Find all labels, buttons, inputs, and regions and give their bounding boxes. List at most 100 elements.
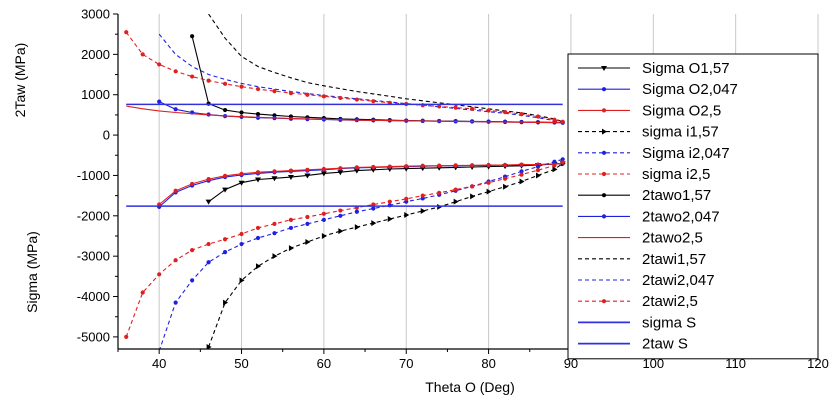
series-2tawi2-047 bbox=[158, 33, 563, 123]
data-point bbox=[255, 225, 261, 231]
legend-item: 2tawi1,57 bbox=[578, 251, 706, 268]
y-tick-label: -2000 bbox=[77, 208, 110, 223]
legend-item: 2tawo2,047 bbox=[578, 208, 720, 225]
data-point bbox=[321, 211, 326, 216]
data-point bbox=[437, 203, 443, 210]
data-point bbox=[222, 81, 228, 86]
legend-marker bbox=[602, 128, 607, 135]
data-point bbox=[420, 193, 425, 198]
series-line bbox=[158, 33, 563, 123]
data-point bbox=[271, 176, 278, 182]
data-point bbox=[519, 178, 525, 185]
series-sigma-i2-5 bbox=[124, 160, 565, 339]
series-2tawo1-57 bbox=[190, 34, 565, 125]
legend-marker bbox=[601, 150, 607, 155]
data-point bbox=[387, 199, 392, 204]
data-point bbox=[206, 343, 212, 349]
series-line bbox=[158, 162, 563, 205]
data-point bbox=[173, 300, 178, 305]
data-point bbox=[371, 99, 376, 104]
data-point bbox=[560, 119, 565, 124]
series-line bbox=[208, 162, 564, 348]
legend-item: sigma i2,5 bbox=[578, 166, 710, 183]
series-line bbox=[208, 14, 563, 123]
data-point bbox=[255, 170, 261, 175]
legend-label: 2tawo1,57 bbox=[642, 187, 711, 204]
data-point bbox=[354, 165, 359, 170]
data-point bbox=[371, 164, 376, 170]
data-point bbox=[305, 214, 310, 220]
legend-label: 2taw S bbox=[642, 336, 688, 353]
data-point bbox=[190, 34, 195, 39]
data-point bbox=[190, 248, 195, 253]
data-point bbox=[535, 168, 541, 173]
data-point bbox=[288, 217, 294, 222]
data-point bbox=[470, 184, 475, 189]
data-point bbox=[321, 94, 326, 99]
series-line bbox=[159, 158, 563, 349]
data-point bbox=[519, 172, 524, 177]
x-tick-label: 120 bbox=[807, 356, 829, 371]
data-point bbox=[320, 171, 327, 177]
data-point bbox=[535, 164, 541, 169]
data-point bbox=[420, 207, 426, 214]
data-point bbox=[338, 228, 344, 235]
series-sigma-o1-57 bbox=[205, 161, 566, 205]
data-point bbox=[157, 272, 162, 277]
data-point bbox=[272, 169, 277, 174]
series-2tawo2-5 bbox=[126, 105, 563, 124]
data-point bbox=[552, 159, 557, 164]
data-point bbox=[305, 92, 310, 97]
legend-marker bbox=[601, 214, 607, 219]
legend-label: sigma S bbox=[642, 314, 696, 331]
legend-item: Sigma O1,57 bbox=[578, 60, 730, 77]
data-point bbox=[205, 199, 212, 205]
legend-box bbox=[567, 53, 819, 360]
data-point bbox=[486, 188, 492, 195]
series-line bbox=[125, 31, 563, 123]
data-point bbox=[437, 104, 442, 109]
data-point bbox=[239, 84, 244, 89]
data-point bbox=[272, 88, 277, 94]
data-point bbox=[173, 107, 178, 112]
data-point bbox=[288, 245, 294, 252]
x-tick-label: 80 bbox=[481, 356, 495, 371]
data-point bbox=[552, 163, 557, 168]
legend-item: sigma S bbox=[578, 314, 696, 331]
data-point bbox=[288, 168, 294, 173]
data-point bbox=[206, 176, 211, 182]
data-point bbox=[453, 105, 458, 110]
data-point bbox=[502, 162, 508, 168]
data-point bbox=[239, 231, 244, 237]
legend-item: Sigma i2,047 bbox=[578, 145, 730, 162]
data-point bbox=[387, 164, 392, 169]
data-point bbox=[206, 260, 211, 265]
data-point bbox=[206, 241, 211, 247]
legend-item: sigma i1,57 bbox=[578, 124, 719, 141]
data-point bbox=[173, 69, 178, 74]
y-tick-label: 0 bbox=[103, 128, 110, 143]
legend-item: Sigma O2,5 bbox=[578, 102, 721, 119]
legend-label: Sigma O2,047 bbox=[642, 81, 738, 98]
series-sigma-i1-57 bbox=[206, 160, 566, 349]
data-point bbox=[502, 176, 508, 181]
data-point bbox=[371, 206, 376, 211]
legend-marker bbox=[601, 299, 607, 304]
data-point bbox=[223, 299, 229, 306]
data-point bbox=[239, 277, 245, 284]
data-point bbox=[288, 225, 294, 231]
data-point bbox=[255, 86, 261, 92]
data-point bbox=[140, 52, 145, 57]
legend-item: 2tawi2,047 bbox=[578, 272, 715, 289]
legend-item: Sigma O2,047 bbox=[578, 81, 738, 98]
x-axis-title: Theta O (Deg) bbox=[425, 379, 514, 395]
data-point bbox=[470, 163, 475, 168]
legend-item: 2taw S bbox=[578, 336, 688, 353]
data-point bbox=[338, 95, 343, 101]
data-point bbox=[124, 334, 129, 339]
data-point bbox=[157, 62, 162, 67]
series-2tawi1-57 bbox=[208, 14, 563, 123]
data-point bbox=[305, 239, 311, 246]
data-point bbox=[354, 224, 360, 231]
data-point bbox=[288, 91, 294, 96]
